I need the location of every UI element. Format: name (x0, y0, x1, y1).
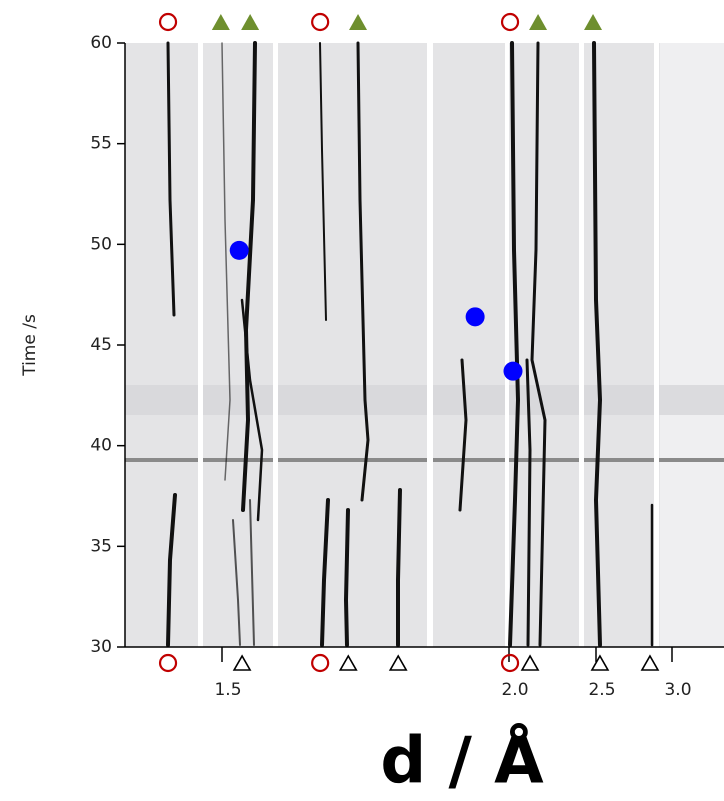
marker-triangle-open (640, 654, 660, 671)
marker-triangle (241, 14, 260, 30)
y-tick-label: 55 (90, 134, 112, 154)
y-tick-label: 40 (90, 436, 112, 456)
marker-circle (311, 12, 330, 32)
diffraction-streak (166, 41, 654, 647)
marker-circle (158, 653, 178, 673)
data-point (465, 307, 485, 327)
y-tick-label: 35 (90, 536, 112, 556)
x-tick-label: 3.0 (664, 680, 691, 700)
x-tick-label: 1.5 (214, 680, 241, 700)
x-tick-label: 2.5 (588, 680, 615, 700)
marker-triangle-open (520, 654, 540, 671)
x-axis-label: d / Å (380, 723, 544, 797)
marker-triangle (349, 14, 368, 30)
marker-triangle (529, 14, 548, 30)
diffraction-image (125, 41, 724, 647)
marker-triangle-open (338, 654, 358, 671)
marker-circle (500, 653, 520, 673)
marker-circle (158, 12, 178, 32)
marker-triangle-open (388, 654, 408, 671)
y-tick-label: 45 (90, 335, 112, 355)
marker-triangle (211, 14, 230, 30)
marker-circle (311, 653, 330, 673)
marker-triangle-open (232, 654, 252, 671)
marker-triangle (584, 14, 603, 30)
data-point (229, 240, 249, 260)
y-tick-label: 30 (90, 637, 112, 657)
y-axis-label: Time /s (20, 314, 40, 377)
y-tick-label: 50 (90, 234, 112, 254)
y-tick-label: 60 (90, 33, 112, 53)
marker-triangle-open (590, 654, 610, 671)
x-tick-label: 2.0 (501, 680, 528, 700)
marker-circle (500, 12, 520, 32)
data-point (503, 361, 523, 381)
